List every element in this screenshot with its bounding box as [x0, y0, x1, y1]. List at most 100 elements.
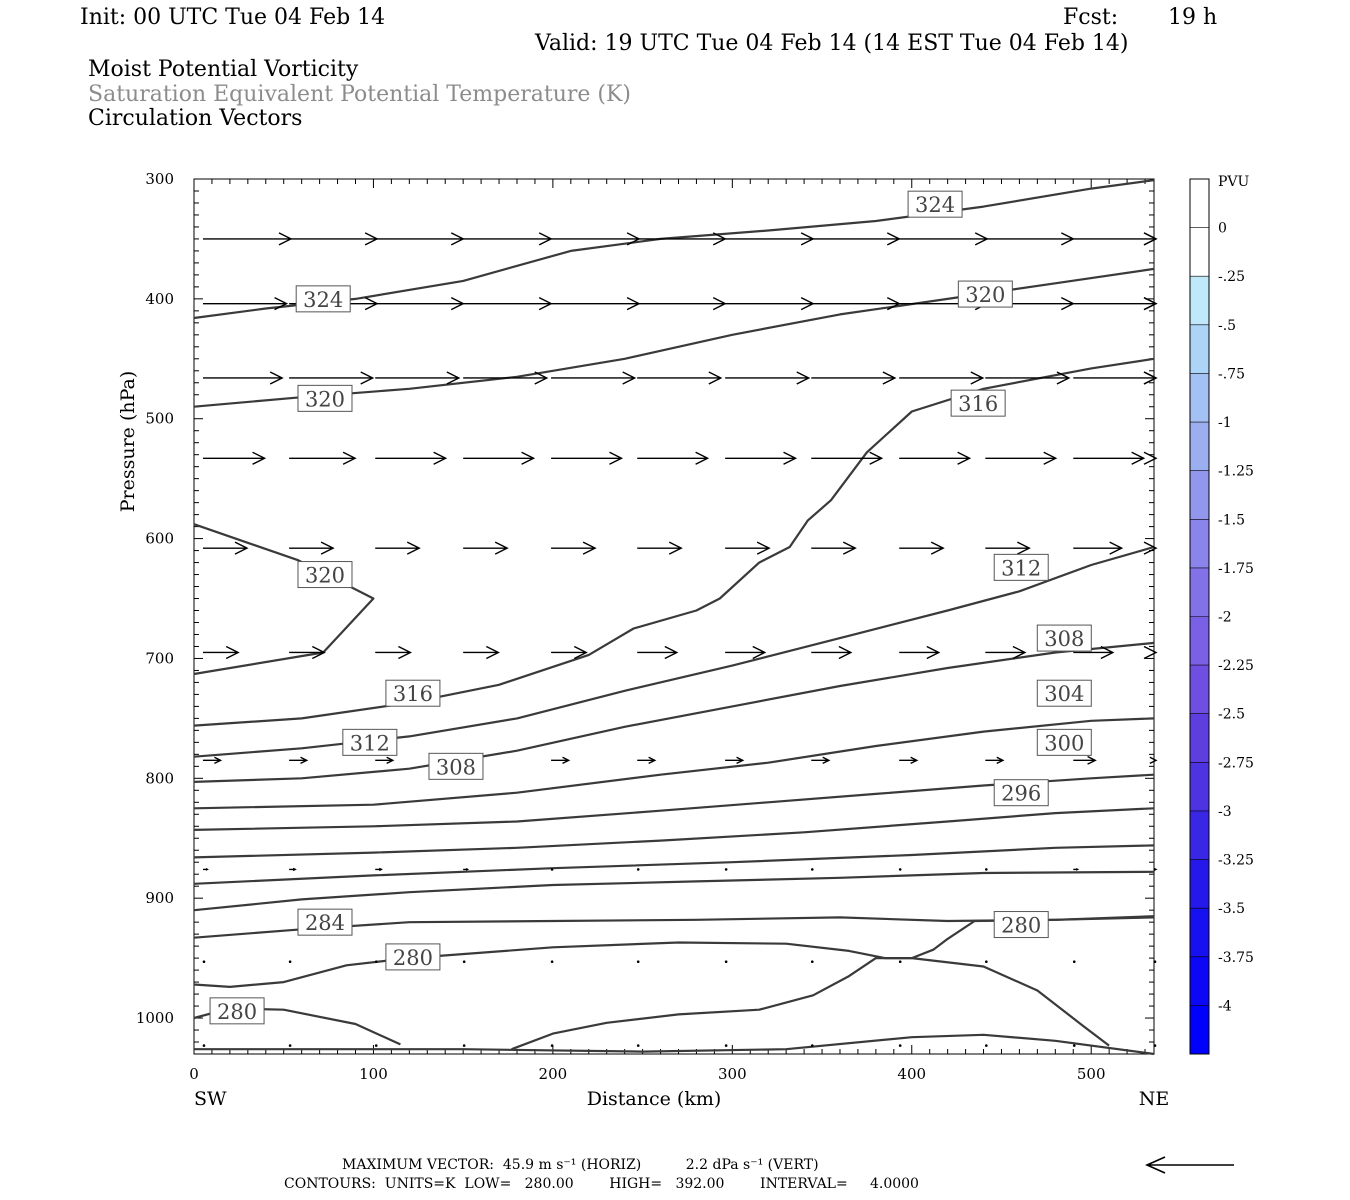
pvu-colorbar-segment — [1190, 956, 1209, 1006]
vector-arrow — [550, 1044, 554, 1047]
contour-label: 320 — [305, 564, 345, 588]
contour-label: 316 — [958, 392, 998, 416]
vector-arrow — [463, 645, 500, 660]
vector-arrow — [550, 868, 554, 871]
vector-arrow — [637, 451, 710, 465]
contour-label-box — [993, 779, 1049, 807]
vector-arrow — [724, 960, 728, 964]
vector-arrow — [725, 541, 771, 555]
contour-label: 324 — [915, 193, 955, 217]
vector-arrow — [551, 451, 624, 465]
vector-arrow — [202, 232, 293, 246]
vector-arrow — [725, 297, 815, 311]
y-tick-label: 600 — [145, 530, 174, 548]
vector-arrow — [637, 645, 679, 660]
vector-arrow — [725, 645, 767, 660]
vector-arrow — [202, 868, 209, 871]
x-tick-label: 200 — [539, 1065, 568, 1083]
contour-label-box — [297, 908, 353, 936]
contour-label-box — [297, 561, 353, 589]
vector-arrow — [551, 756, 571, 765]
vector-arrow — [985, 868, 988, 871]
vector-arrow — [289, 645, 326, 660]
max-vector-note: MAXIMUM VECTOR: 45.9 m s⁻¹ (HORIZ) 2.2 d… — [342, 1157, 819, 1173]
pvu-colorbar-segment — [1190, 227, 1209, 277]
contour-label-box — [209, 997, 265, 1025]
vector-arrow — [463, 297, 553, 311]
vector-arrow — [202, 371, 284, 385]
vector-arrow — [1153, 1044, 1157, 1047]
y-tick-label: 400 — [145, 290, 174, 308]
vector-arrow — [899, 645, 941, 660]
vector-arrow — [463, 541, 509, 555]
vector-arrow — [374, 960, 378, 964]
vector-arrow — [551, 645, 588, 660]
vector-arrow — [1073, 451, 1146, 465]
vector-arrow — [375, 371, 461, 385]
vector-arrow — [985, 371, 1071, 385]
contour-line-316 — [193, 523, 375, 676]
contour-label: 316 — [393, 682, 433, 706]
pvu-colorbar-segment — [1190, 762, 1209, 811]
pvu-colorbar-segment — [1190, 470, 1209, 520]
y-tick-label: 1000 — [136, 1009, 174, 1027]
vector-arrow — [811, 756, 831, 765]
contour-label-box — [993, 911, 1049, 939]
contour-line-280 — [193, 915, 1155, 989]
vector-arrow — [1073, 868, 1080, 871]
vector-arrow — [636, 868, 640, 871]
vector-arrow — [810, 868, 814, 871]
vector-arrow — [1153, 960, 1157, 964]
vector-arrow — [810, 1044, 814, 1047]
x-tick-label: 500 — [1077, 1065, 1106, 1083]
vector-arrow — [551, 371, 637, 385]
vector-arrow — [288, 960, 292, 964]
contour-label: 300 — [1044, 731, 1084, 755]
contour-line-304 — [193, 717, 1155, 810]
vector-arrow — [463, 371, 549, 385]
x-axis-label: Distance (km) — [587, 1088, 722, 1110]
x-tick-label: 0 — [189, 1065, 199, 1083]
vector-arrow — [1072, 1044, 1076, 1047]
contour-label-box — [1036, 624, 1092, 652]
contour-info-note: CONTOURS: UNITS=K LOW= 280.00 HIGH= 392.… — [284, 1176, 919, 1192]
vector-arrow — [1073, 371, 1158, 385]
vector-arrow — [289, 756, 309, 765]
vector-arrow — [374, 1044, 378, 1047]
pvu-colorbar-segment — [1190, 519, 1209, 568]
vector-arrow — [899, 541, 945, 555]
contour-line-288 — [193, 870, 1155, 912]
fcst-value: 19 h — [1168, 5, 1218, 30]
contour-label: 312 — [350, 731, 390, 755]
vector-arrow — [1073, 645, 1115, 660]
vector-arrow — [637, 297, 727, 311]
vector-arrow — [899, 232, 989, 246]
vector-arrow — [551, 541, 597, 555]
vector-arrow — [985, 1044, 988, 1047]
vector-arrow — [375, 297, 465, 311]
y-tick-label: 500 — [145, 410, 174, 428]
contour-label: 312 — [1001, 556, 1041, 580]
ne-endpoint-label: NE — [1139, 1088, 1170, 1110]
vector-arrow — [289, 451, 357, 465]
contour-label-box — [957, 280, 1013, 308]
x-tick-label: 100 — [359, 1065, 388, 1083]
vector-arrow — [725, 232, 815, 246]
contour-label-box — [385, 679, 441, 707]
pvu-colorbar-label: -1 — [1218, 415, 1232, 431]
vector-arrow — [462, 960, 466, 964]
pvu-colorbar-label: -4 — [1218, 998, 1232, 1014]
vector-arrow — [637, 371, 723, 385]
vector-arrow — [985, 645, 1027, 660]
y-tick-label: 700 — [145, 649, 174, 667]
vector-arrow — [636, 960, 640, 964]
contour-label-box — [993, 553, 1049, 581]
contour-label-box — [385, 943, 441, 971]
vector-arrow — [375, 756, 395, 765]
vector-arrow — [1072, 960, 1076, 964]
vector-arrow — [637, 756, 657, 765]
pvu-colorbar-segment — [1190, 567, 1209, 617]
vector-arrow — [202, 297, 289, 311]
pvu-colorbar-label: -3.25 — [1218, 853, 1254, 869]
vector-arrow — [551, 297, 641, 311]
